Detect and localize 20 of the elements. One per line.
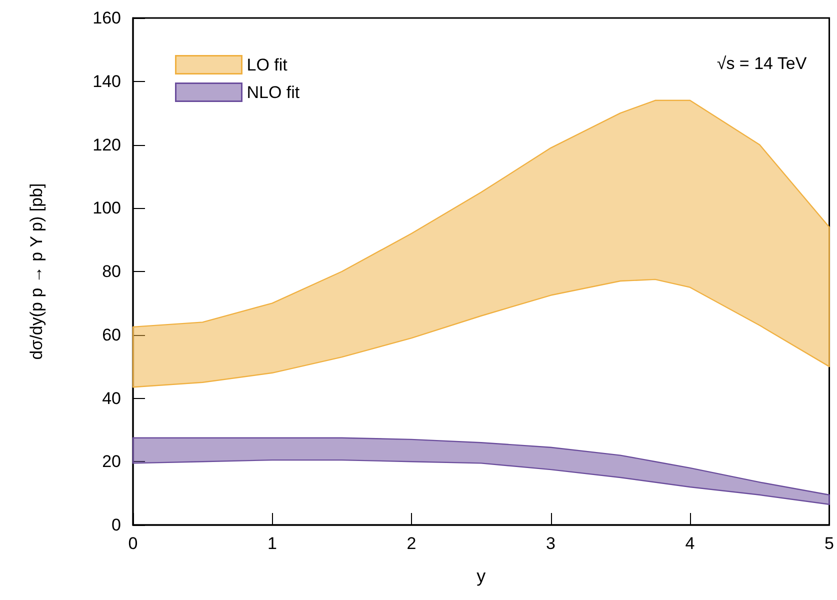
x-tick-label: 4	[685, 534, 695, 553]
x-tick-label: 0	[128, 534, 138, 553]
x-tick-label: 2	[406, 534, 416, 553]
x-tick-label: 1	[268, 534, 277, 553]
annotation: √s = 14 TeV	[716, 54, 808, 73]
y-axis-title: dσ/dy(p p → p Υ p) [pb]	[27, 183, 46, 360]
x-axis-title: y	[476, 566, 486, 586]
y-tick-label: 20	[102, 452, 121, 472]
y-tick-label: 0	[112, 516, 121, 534]
y-tick-label: 160	[92, 8, 121, 28]
y-tick-label: 40	[102, 388, 121, 408]
legend-label: LO fit	[246, 55, 288, 74]
y-tick-label: 80	[102, 262, 121, 281]
y-tick-label: 60	[102, 325, 121, 344]
x-tick-label: 5	[824, 534, 834, 553]
y-tick-label: 100	[92, 198, 121, 218]
x-tick-label: 3	[546, 534, 556, 553]
y-tick-label: 120	[92, 135, 121, 154]
y-tick-label: 140	[92, 72, 121, 91]
legend-label: NLO fit	[246, 82, 300, 102]
